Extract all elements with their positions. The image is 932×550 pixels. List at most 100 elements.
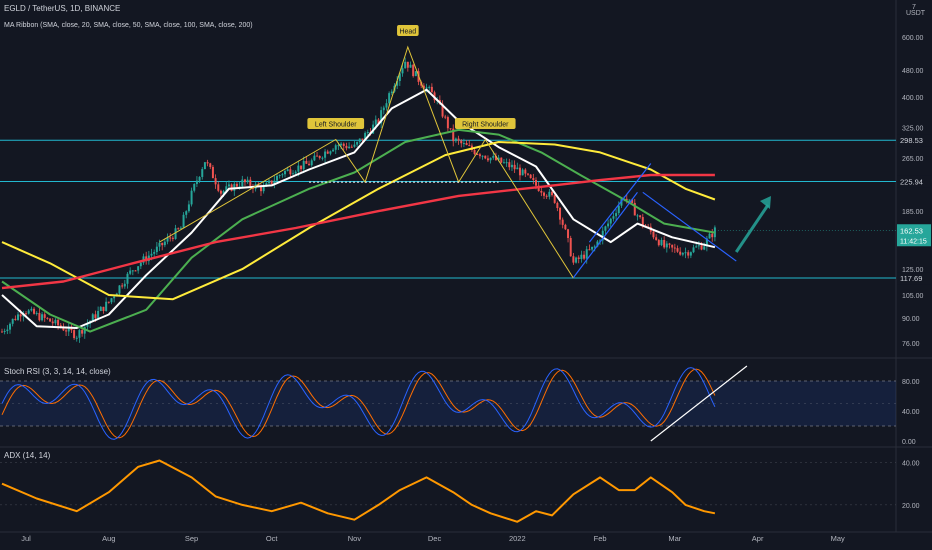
candle-body	[281, 174, 284, 176]
candle-body	[591, 246, 594, 250]
candle-body	[195, 180, 198, 185]
candle-body	[121, 285, 124, 287]
candle-body	[593, 246, 596, 248]
candle-body	[599, 240, 602, 242]
price-tick-label: 265.00	[902, 156, 924, 163]
candle-body	[211, 166, 214, 179]
candle-body	[110, 298, 113, 303]
head-and-shoulders-pattern	[159, 45, 574, 279]
level-badge-117-bg	[897, 272, 931, 285]
time-axis-label: Mar	[668, 534, 681, 543]
candle-body	[62, 327, 65, 331]
candle-body	[185, 211, 188, 215]
stoch-d-line	[1, 368, 716, 439]
candle-body	[102, 306, 105, 311]
candle-body	[663, 239, 666, 248]
channel-lower-line	[572, 191, 638, 279]
candle-body	[233, 183, 236, 191]
candle-body	[59, 325, 62, 328]
candle-body	[243, 179, 246, 183]
candle-body	[273, 180, 276, 184]
candle-body	[540, 190, 543, 193]
candle-body	[430, 86, 433, 93]
candle-body	[262, 186, 265, 192]
candle-body	[91, 314, 94, 321]
stoch-band	[0, 381, 896, 426]
candle-body	[478, 154, 481, 157]
candle-body	[510, 164, 513, 168]
candle-body	[708, 233, 711, 239]
candle-body	[585, 249, 588, 259]
candle-body	[99, 306, 102, 311]
candle-body	[521, 169, 524, 176]
candle-body	[163, 241, 166, 246]
candle-body	[203, 162, 206, 170]
candle-body	[6, 329, 9, 331]
level-badge-225: 225.94	[900, 177, 923, 186]
candle-body	[569, 237, 572, 257]
candle-body	[385, 103, 388, 108]
level-badge-225-bg	[897, 175, 931, 188]
candle-body	[625, 198, 628, 200]
candle-body	[676, 248, 679, 252]
time-axis-label: 2022	[509, 534, 526, 543]
candle-body	[657, 240, 660, 246]
candle-body	[492, 155, 495, 158]
candle-body	[75, 337, 78, 339]
candle-body	[358, 138, 361, 142]
stoch-tick-label: 0.00	[902, 439, 916, 446]
adx-tick-label: 20.00	[902, 503, 920, 510]
candle-body	[153, 252, 156, 254]
candle-body	[481, 155, 484, 157]
candle-body	[33, 308, 36, 314]
candle-body	[235, 183, 238, 187]
stoch-rsi-legend[interactable]: Stoch RSI (3, 3, 14, 14, close)	[4, 367, 111, 376]
candle-body	[86, 323, 89, 327]
adx-legend[interactable]: ADX (14, 14)	[4, 451, 51, 460]
candle-body	[513, 164, 516, 170]
stoch-tick-label: 80.00	[902, 379, 920, 386]
candle-body	[588, 249, 591, 251]
current-price-badge: 162.53	[900, 226, 923, 235]
candle-body	[401, 68, 404, 74]
corner-value: 7	[912, 4, 916, 11]
candle-body	[615, 213, 618, 217]
candle-body	[308, 163, 311, 166]
sma-20-line	[1, 88, 716, 329]
candle-body	[249, 179, 252, 187]
candle-body	[131, 270, 134, 272]
candle-body	[259, 186, 262, 192]
candle-body	[201, 169, 204, 177]
candle-body	[302, 160, 305, 170]
candle-body	[123, 283, 126, 287]
candle-body	[214, 178, 217, 185]
candle-body	[548, 191, 551, 197]
candle-body	[382, 107, 385, 111]
candle-body	[345, 145, 348, 149]
candle-body	[705, 238, 708, 247]
candle-body	[703, 246, 706, 250]
candle-body	[65, 330, 68, 332]
candle-body	[695, 246, 698, 248]
candle-body	[494, 155, 497, 161]
candle-body	[684, 252, 687, 254]
candle-body	[390, 91, 393, 94]
right-shoulder-label-bg	[454, 118, 516, 129]
price-tick-label: 600.00	[902, 35, 924, 42]
candle-body	[190, 190, 193, 205]
sma-50-line	[1, 128, 716, 333]
candle-body	[171, 237, 174, 239]
candle-body	[460, 140, 463, 144]
candle-body	[396, 80, 399, 86]
candle-body	[225, 186, 228, 192]
candle-body	[711, 233, 714, 238]
candle-body	[3, 330, 6, 332]
candle-body	[476, 153, 479, 155]
candle-body	[337, 145, 340, 147]
left-shoulder-label-bg	[307, 118, 365, 129]
candle-body	[567, 229, 570, 238]
price-tick-label: 125.00	[902, 267, 924, 274]
ma-ribbon-legend[interactable]: MA Ribbon (SMA, close, 20, SMA, close, 5…	[4, 22, 253, 29]
